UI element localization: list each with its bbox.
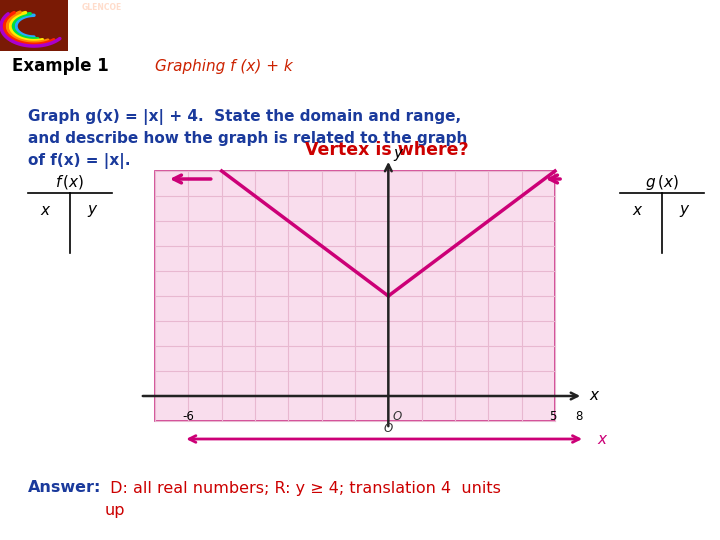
- Text: $y$: $y$: [679, 203, 690, 219]
- Text: Graphing f (x) + k: Graphing f (x) + k: [155, 59, 293, 73]
- Text: Example 1: Example 1: [12, 57, 109, 75]
- Text: of f(x) = |x|.: of f(x) = |x|.: [28, 153, 130, 169]
- Text: 5: 5: [549, 410, 557, 423]
- Text: ALGEBRA 1: ALGEBRA 1: [78, 8, 305, 42]
- Text: $y$: $y$: [87, 203, 99, 219]
- Text: up: up: [105, 503, 125, 517]
- Text: GLENCOE: GLENCOE: [82, 3, 122, 11]
- Text: and describe how the graph is related to the graph: and describe how the graph is related to…: [28, 131, 467, 146]
- Text: Graph g(x) = |x| + 4.  State the domain and range,: Graph g(x) = |x| + 4. State the domain a…: [28, 109, 461, 125]
- Text: $x$: $x$: [632, 203, 644, 218]
- Text: $f\,(x)$: $f\,(x)$: [55, 173, 85, 191]
- Text: Vertex is where?: Vertex is where?: [305, 141, 469, 159]
- Text: $x$: $x$: [597, 431, 608, 447]
- Text: $g\,(x)$: $g\,(x)$: [645, 173, 679, 192]
- Bar: [155, 171, 555, 421]
- Text: $x$: $x$: [589, 388, 600, 403]
- Bar: [0, 0, 68, 51]
- Text: D: all real numbers; R: y ≥ 4; translation 4  units: D: all real numbers; R: y ≥ 4; translati…: [105, 481, 501, 496]
- Text: $y$: $y$: [393, 147, 405, 163]
- Text: $x$: $x$: [40, 203, 52, 218]
- Text: $O$: $O$: [383, 422, 394, 435]
- Text: 8: 8: [575, 410, 582, 423]
- Text: $O$: $O$: [392, 410, 403, 423]
- Text: Answer:: Answer:: [28, 481, 102, 496]
- Text: -6: -6: [182, 410, 194, 423]
